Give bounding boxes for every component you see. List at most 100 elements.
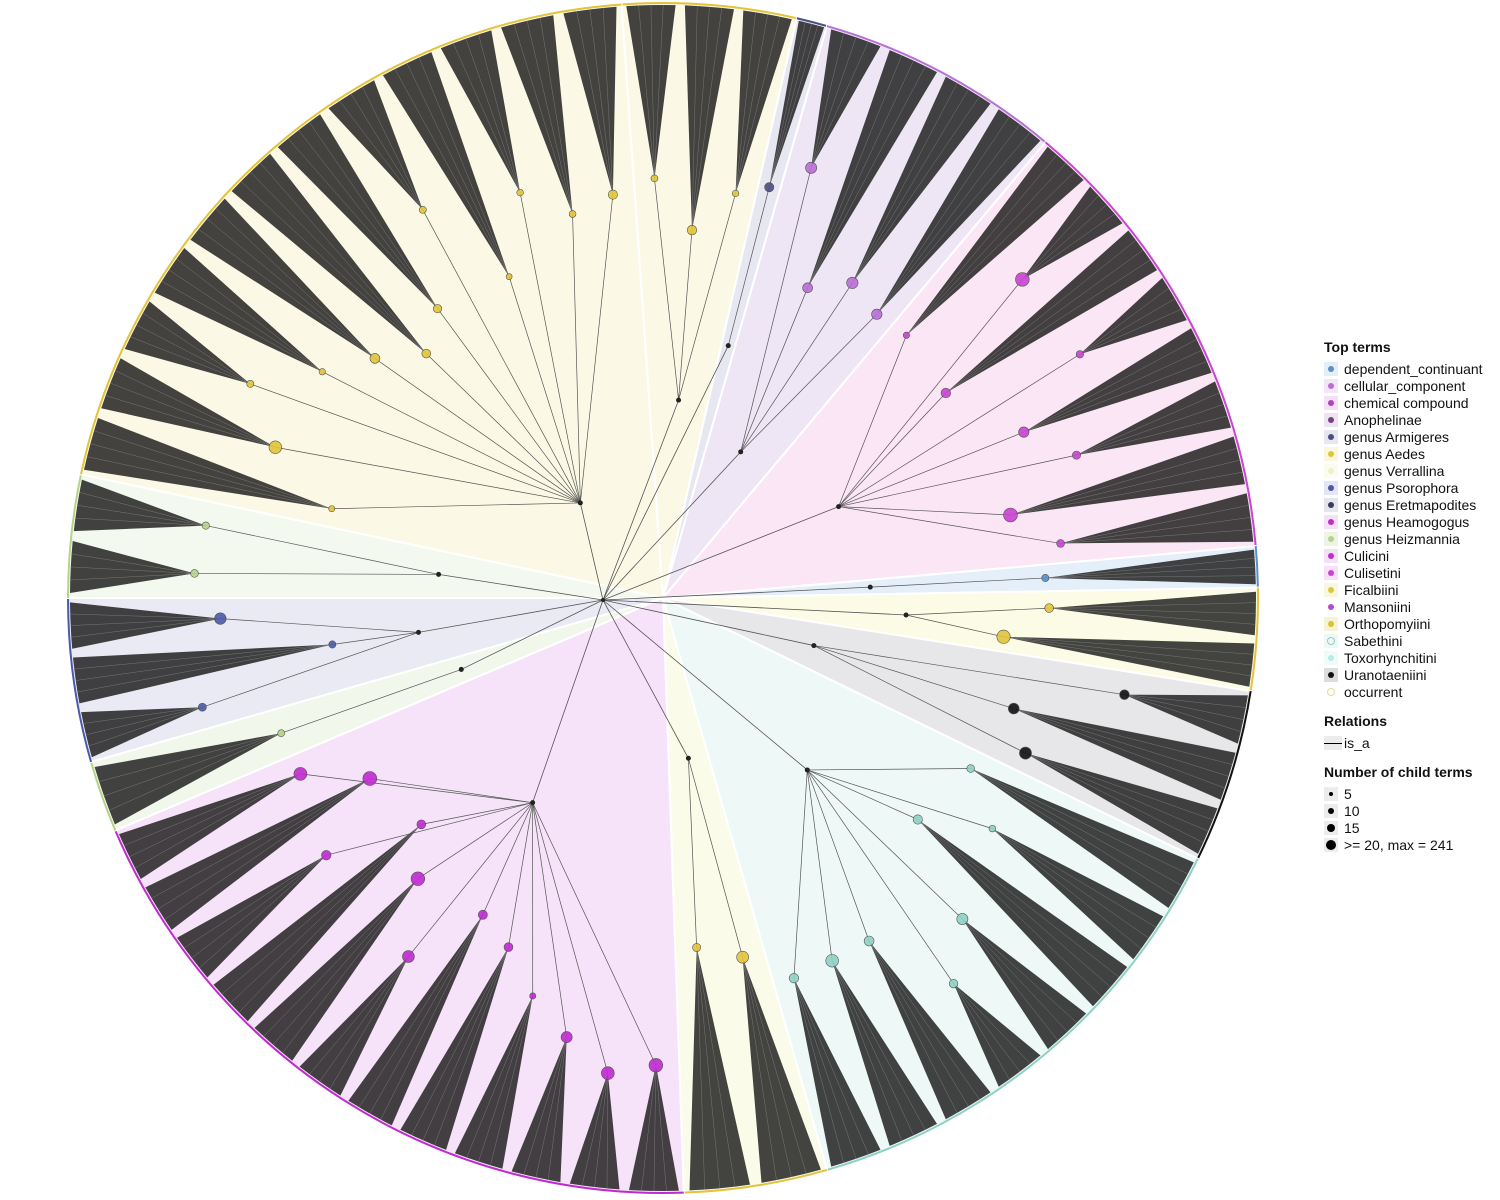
leaf-edge (1025, 752, 1213, 821)
root-node (601, 598, 605, 602)
term-node (503, 942, 514, 952)
is-a-edge (906, 607, 1050, 616)
leaf-edge (868, 940, 980, 1100)
term-node (318, 368, 326, 376)
top-terms-list: dependent_continuant cellular_component ch… (1320, 360, 1498, 700)
leaf-edge (70, 613, 221, 619)
leaf-edge (1076, 415, 1228, 456)
term-node (1018, 426, 1030, 438)
leaf-fan (440, 30, 521, 193)
leaf-fan (254, 878, 418, 1061)
top-term-label: Culicini (1344, 547, 1390, 564)
leaf-edge (109, 732, 282, 811)
leaf-edge (1022, 213, 1115, 280)
leaf-edge (1010, 459, 1240, 516)
leaf-edge (793, 978, 857, 1159)
top-term-label: Mansoniini (1344, 598, 1411, 615)
leaf-fan (501, 15, 573, 215)
is-a-edge (374, 358, 581, 504)
size-dot-icon (1324, 803, 1338, 818)
term-node (692, 943, 702, 952)
term-node (912, 814, 923, 825)
sector-rim (826, 858, 1199, 1171)
leaf-fan (454, 995, 533, 1169)
leaf-edge (594, 1073, 609, 1188)
leaf-edge (691, 7, 723, 231)
leaf-fan (84, 418, 332, 509)
term-node (988, 824, 997, 833)
term-node (1019, 746, 1032, 760)
leaf-edge (1079, 309, 1182, 355)
leaf-fan (73, 479, 206, 532)
leaf-edge (1049, 607, 1256, 614)
leaf-edge (696, 947, 736, 1187)
leaf-edge (650, 5, 655, 179)
top-term-item: Orthopomyiini (1320, 615, 1498, 632)
leaf-fan (917, 819, 1128, 1007)
leaf-edge (970, 768, 1176, 898)
leaf-edge (962, 918, 1068, 1032)
top-term-item: Uranotaeniini (1320, 666, 1498, 683)
leaf-edge (105, 395, 276, 448)
hub-node (530, 800, 536, 806)
term-node (328, 640, 337, 649)
is-a-edge (281, 669, 462, 734)
is-a-edge (806, 769, 870, 942)
leaf-edge (1060, 517, 1251, 544)
size-item: 10 (1320, 802, 1498, 819)
leaf-edge (1013, 708, 1225, 789)
top-term-swatch-icon (1324, 667, 1338, 682)
is-a-edge (813, 645, 1026, 754)
leaf-edge (71, 618, 221, 638)
top-term-swatch-icon (1324, 582, 1338, 597)
hub-node (436, 571, 442, 577)
is-a-edge (602, 586, 871, 601)
term-node (825, 954, 839, 968)
size-list: 5 10 15 >= 20, max = 241 (1320, 785, 1498, 853)
leaf-edge (434, 947, 509, 1146)
is-a-edge (602, 599, 907, 616)
leaf-edge (535, 1037, 567, 1178)
is-a-edge (532, 802, 609, 1074)
is-a-edge (678, 230, 693, 401)
leaf-fan (1060, 493, 1254, 544)
leaf-edge (1049, 607, 1256, 625)
leaf-fan (1023, 328, 1212, 433)
top-term-item: genus Heizmannia (1320, 530, 1498, 547)
term-node (1003, 507, 1018, 523)
leaf-edge (1076, 404, 1224, 456)
leaf-edge (1023, 350, 1202, 433)
top-term-label: Toxorhynchitini (1344, 649, 1437, 666)
leaf-fan (119, 773, 301, 879)
is-a-edge (326, 802, 533, 856)
is-a-edge (579, 502, 604, 601)
top-term-label: genus Armigeres (1344, 428, 1450, 445)
top-term-swatch-icon (1324, 361, 1338, 376)
leaf-fan (154, 248, 323, 372)
leaf-edge (831, 960, 926, 1130)
leaf-edge (945, 259, 1151, 394)
hub-node (903, 612, 909, 618)
top-term-item: genus Aedes (1320, 445, 1498, 462)
leaf-edge (221, 824, 422, 995)
leaf-fan (629, 1065, 679, 1192)
leaf-fan (992, 828, 1164, 960)
leaf-edge (735, 16, 781, 194)
is-a-edge (194, 573, 439, 575)
top-term-label: genus Heizmannia (1344, 530, 1460, 547)
leaf-fan (328, 80, 423, 210)
leaf-edge (151, 778, 370, 899)
term-node (601, 1066, 615, 1080)
hub-node (577, 500, 583, 506)
leaf-edge (655, 1065, 667, 1192)
leaf-edge (876, 132, 1031, 315)
leaf-edge (136, 324, 251, 385)
top-term-label: Orthopomyiini (1344, 615, 1431, 632)
term-node (529, 992, 537, 1000)
leaf-edge (1022, 204, 1107, 280)
is-a-edge (322, 371, 581, 504)
sector-rim (67, 597, 93, 763)
relation-item: is_a (1320, 734, 1498, 751)
term-node (1008, 702, 1020, 715)
leaf-edge (945, 249, 1144, 394)
